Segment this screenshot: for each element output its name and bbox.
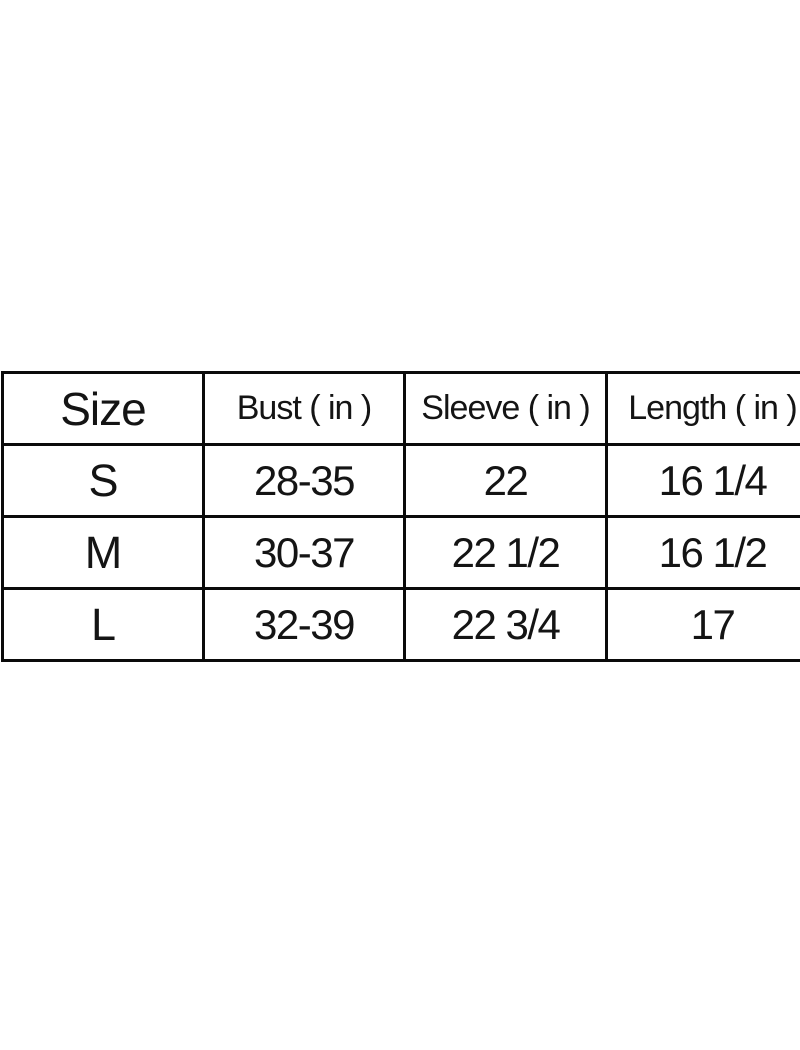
cell-sleeve-l: 22 3/4 bbox=[403, 587, 608, 662]
cell-sleeve-m: 22 1/2 bbox=[403, 515, 608, 590]
cell-length-s: 16 1/4 bbox=[605, 443, 800, 518]
header-length: Length ( in ) bbox=[605, 371, 800, 446]
cell-sleeve-s: 22 bbox=[403, 443, 608, 518]
cell-bust-s: 28-35 bbox=[202, 443, 406, 518]
table-row-s: S 28-35 22 16 1/4 bbox=[1, 443, 800, 518]
table-row-m: M 30-37 22 1/2 16 1/2 bbox=[1, 515, 800, 590]
cell-size-l: L bbox=[1, 587, 205, 662]
cell-size-m: M bbox=[1, 515, 205, 590]
header-bust: Bust ( in ) bbox=[202, 371, 406, 446]
header-sleeve: Sleeve ( in ) bbox=[403, 371, 608, 446]
header-size: Size bbox=[1, 371, 205, 446]
cell-length-l: 17 bbox=[605, 587, 800, 662]
cell-bust-m: 30-37 bbox=[202, 515, 406, 590]
cell-length-m: 16 1/2 bbox=[605, 515, 800, 590]
size-chart-table: Size Bust ( in ) Sleeve ( in ) Length ( … bbox=[1, 371, 800, 662]
cell-size-s: S bbox=[1, 443, 205, 518]
header-row: Size Bust ( in ) Sleeve ( in ) Length ( … bbox=[1, 371, 800, 446]
cell-bust-l: 32-39 bbox=[202, 587, 406, 662]
table-row-l: L 32-39 22 3/4 17 bbox=[1, 587, 800, 662]
